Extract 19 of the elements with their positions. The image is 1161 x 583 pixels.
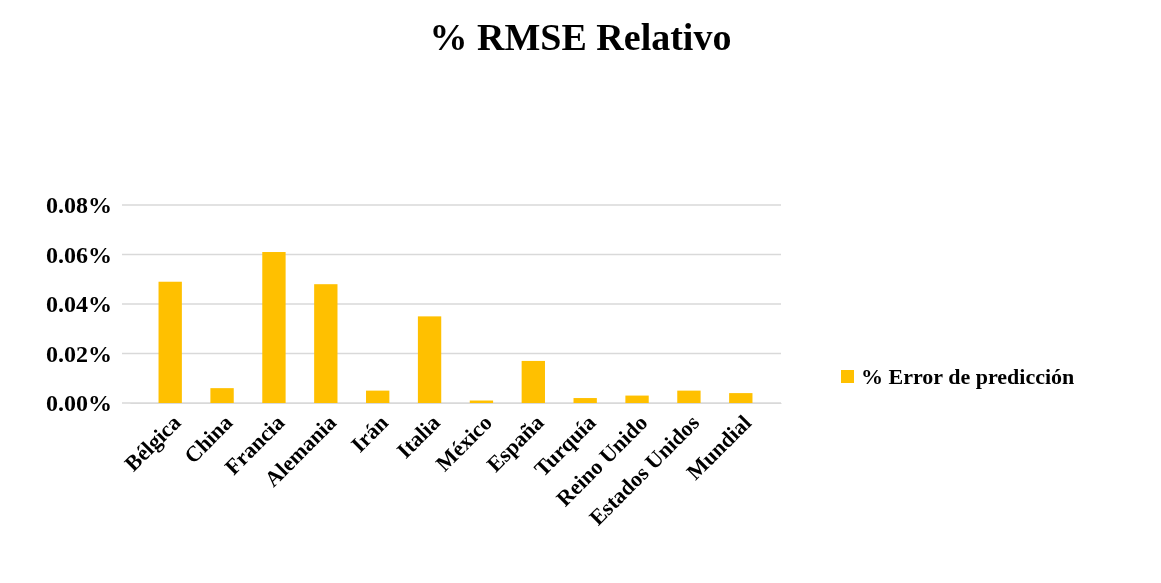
bar — [573, 398, 597, 403]
y-tick-label: 0.02% — [46, 340, 112, 367]
bar — [625, 395, 649, 403]
y-tick-label: 0.04% — [46, 291, 112, 318]
legend-label: % Error de predicción — [861, 364, 1075, 389]
chart-title: % RMSE Relativo — [429, 16, 732, 58]
bar — [677, 390, 701, 403]
bar — [521, 360, 545, 403]
y-tick-label: 0.08% — [46, 192, 112, 219]
bar — [262, 252, 286, 403]
y-tick-label: 0.06% — [46, 241, 112, 268]
bar — [158, 281, 182, 403]
bar — [729, 393, 753, 403]
bar — [210, 388, 234, 403]
bar — [417, 316, 442, 403]
x-tick-label: Irán — [345, 409, 393, 457]
bar — [314, 284, 338, 403]
y-tick-label: 0.00% — [46, 390, 112, 417]
bar — [366, 390, 390, 403]
